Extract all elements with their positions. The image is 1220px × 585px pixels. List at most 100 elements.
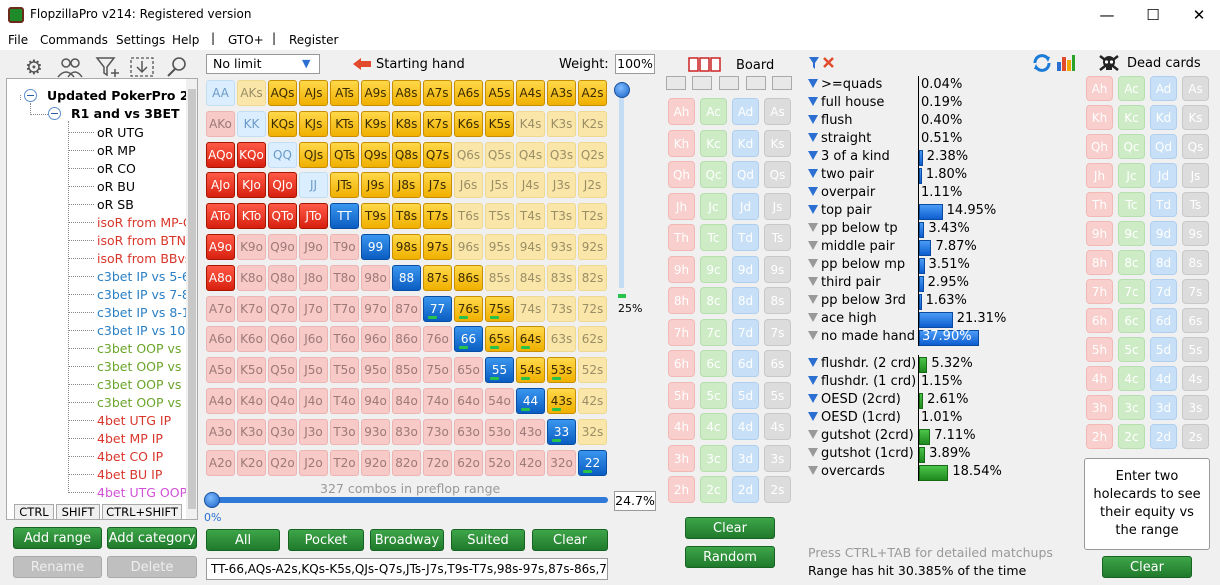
- card-Qd[interactable]: Qd: [1150, 134, 1177, 159]
- hand-cell[interactable]: Q7s: [423, 141, 452, 168]
- card-3d[interactable]: 3d: [1150, 395, 1177, 420]
- card-2h[interactable]: 2h: [668, 476, 695, 503]
- hand-cell[interactable]: T6s: [454, 203, 483, 230]
- board-card-grid[interactable]: Ah Ac Ad As Kh Kc Kd Ks Qh Qc Qd Qs Jh Jc Jd Js Th Tc Td Ts…: [668, 98, 792, 510]
- gear-icon[interactable]: ⚙: [25, 55, 43, 79]
- tree-item[interactable]: c3bet OOP vs 12%: [97, 395, 197, 410]
- hand-cell[interactable]: 83s: [547, 264, 576, 291]
- hand-cell[interactable]: Q8o: [268, 264, 297, 291]
- card-2c[interactable]: 2c: [700, 476, 727, 503]
- limit-select[interactable]: No limit: [206, 54, 320, 74]
- weight-input[interactable]: 100%: [615, 54, 655, 74]
- card-2s[interactable]: 2s: [1182, 424, 1209, 449]
- users-icon[interactable]: [56, 55, 84, 79]
- hand-cell[interactable]: T3o: [330, 418, 359, 445]
- hand-cell[interactable]: 33: [547, 418, 576, 445]
- card-Qh[interactable]: Qh: [1086, 134, 1113, 159]
- hand-cell[interactable]: 85s: [485, 264, 514, 291]
- hand-cell[interactable]: 42s: [578, 388, 607, 414]
- tree-item[interactable]: 4bet MP IP: [97, 431, 163, 446]
- tree-item[interactable]: c3bet IP vs 5-6%: [97, 269, 198, 284]
- hand-cell[interactable]: 74s: [516, 295, 545, 322]
- hand-cell[interactable]: T9o: [330, 234, 359, 260]
- card-Ac[interactable]: Ac: [1118, 76, 1145, 101]
- hand-cell[interactable]: 97o: [361, 295, 390, 322]
- hand-cell[interactable]: 97s: [423, 234, 452, 260]
- card-6h[interactable]: 6h: [1086, 308, 1113, 333]
- filter-icon[interactable]: [808, 448, 818, 457]
- card-8c[interactable]: 8c: [1118, 250, 1145, 275]
- hand-cell[interactable]: Q6s: [454, 141, 483, 168]
- card-7d[interactable]: 7d: [1150, 279, 1177, 304]
- card-Ah[interactable]: Ah: [1086, 76, 1113, 101]
- add-category-button[interactable]: Add category: [107, 527, 197, 549]
- filter-icon[interactable]: [808, 187, 818, 196]
- card-Jh[interactable]: Jh: [668, 192, 695, 220]
- hand-cell[interactable]: Q8s: [392, 141, 421, 168]
- tree-item[interactable]: isoR from MP-CO: [97, 215, 198, 230]
- hand-cell[interactable]: ATo: [206, 203, 235, 230]
- filter-icon[interactable]: [808, 376, 818, 385]
- hand-cell[interactable]: 92o: [361, 449, 390, 476]
- hand-cell[interactable]: 64s: [516, 326, 545, 353]
- broadway-button[interactable]: Broadway: [370, 529, 444, 551]
- card-4s[interactable]: 4s: [764, 413, 791, 440]
- hand-cell[interactable]: A3o: [206, 418, 235, 445]
- hand-cell[interactable]: AJs: [299, 80, 328, 106]
- hand-cell[interactable]: J7o: [299, 295, 328, 322]
- card-4d[interactable]: 4d: [732, 413, 759, 440]
- card-4c[interactable]: 4c: [700, 413, 727, 440]
- hand-cell[interactable]: Q6o: [268, 326, 297, 353]
- card-3c[interactable]: 3c: [700, 444, 727, 472]
- filter-icon[interactable]: [808, 56, 838, 70]
- hand-cell[interactable]: A5o: [206, 357, 235, 384]
- hand-cell[interactable]: K8s: [392, 110, 421, 137]
- hand-cell[interactable]: JTo: [299, 203, 328, 230]
- filter-icon[interactable]: [808, 259, 818, 268]
- hand-cell[interactable]: T5o: [330, 357, 359, 384]
- filter-icon[interactable]: [808, 358, 818, 367]
- card-7s[interactable]: 7s: [764, 318, 791, 346]
- hand-cell[interactable]: T7o: [330, 295, 359, 322]
- card-Tc[interactable]: Tc: [1118, 192, 1145, 217]
- hand-cell[interactable]: 72o: [423, 449, 452, 476]
- hand-cell[interactable]: J6s: [454, 172, 483, 199]
- card-7h[interactable]: 7h: [668, 318, 695, 346]
- hand-cell[interactable]: 54s: [516, 357, 545, 384]
- hand-cell[interactable]: A6s: [454, 80, 483, 106]
- hand-cell[interactable]: 98o: [361, 264, 390, 291]
- card-8c[interactable]: 8c: [700, 287, 727, 314]
- hand-cell[interactable]: T9s: [361, 203, 390, 230]
- card-2s[interactable]: 2s: [764, 476, 791, 503]
- tab-ctrl-shift[interactable]: CTRL+SHIFT: [102, 504, 182, 520]
- card-8d[interactable]: 8d: [732, 287, 759, 314]
- card-6s[interactable]: 6s: [764, 350, 791, 377]
- menu-register[interactable]: Register: [289, 33, 339, 47]
- hand-cell[interactable]: 53o: [485, 418, 514, 445]
- tree-item[interactable]: oR UTG: [97, 125, 144, 140]
- card-5d[interactable]: 5d: [732, 381, 759, 409]
- hand-cell[interactable]: K7s: [423, 110, 452, 137]
- dead-card-grid[interactable]: Ah Ac Ad As Kh Kc Kd Ks Qh Qc Qd Qs Jh Jc Jd Js Th Tc Td Ts…: [1086, 76, 1210, 454]
- hand-cell[interactable]: Q2o: [268, 449, 297, 476]
- hand-cell[interactable]: 83o: [392, 418, 421, 445]
- hand-cell[interactable]: 42o: [516, 449, 545, 476]
- hand-cell[interactable]: QQ: [268, 141, 297, 168]
- clear-board-button[interactable]: Clear: [685, 517, 775, 539]
- stat-label[interactable]: middle pair: [821, 239, 895, 254]
- hand-cell[interactable]: 52s: [578, 357, 607, 384]
- card-9d[interactable]: 9d: [732, 255, 759, 283]
- hand-cell[interactable]: K4s: [516, 110, 545, 137]
- hand-cell[interactable]: J4s: [516, 172, 545, 199]
- hand-cell[interactable]: T4o: [330, 388, 359, 414]
- hand-cell[interactable]: AA: [206, 80, 235, 106]
- card-Qc[interactable]: Qc: [1118, 134, 1145, 159]
- hand-cell[interactable]: K5s: [485, 110, 514, 137]
- hand-cell[interactable]: T8s: [392, 203, 421, 230]
- hand-cell[interactable]: 44: [516, 388, 545, 414]
- tree-item[interactable]: isoR from BTN-BB: [97, 233, 198, 248]
- hand-cell[interactable]: A8o: [206, 264, 235, 291]
- hand-cell[interactable]: K2o: [237, 449, 266, 476]
- tree-root[interactable]: Updated PokerPro 2021: [47, 88, 198, 103]
- stat-label[interactable]: pp below tp: [821, 221, 898, 236]
